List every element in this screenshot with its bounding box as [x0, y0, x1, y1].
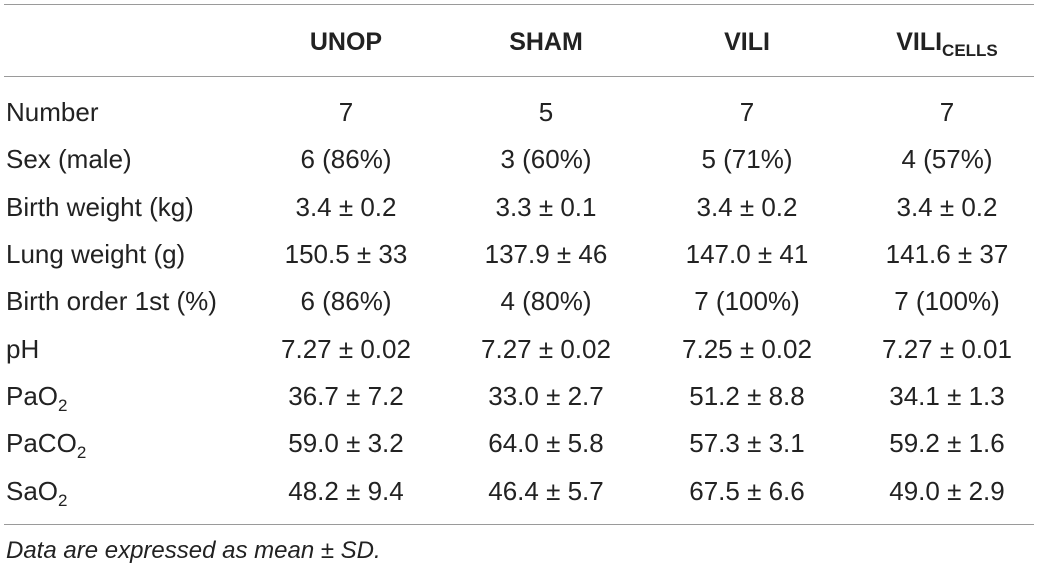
table-footnote: Data are expressed as mean ± SD. — [6, 537, 381, 564]
cell-vili: 67.5 ± 6.6 — [689, 476, 805, 506]
header-sham: SHAM — [509, 28, 583, 56]
row-label: Lung weight (g) — [6, 239, 186, 269]
cell-vili-cells: 34.1 ± 1.3 — [889, 381, 1005, 411]
header-vili-cells: VILICELLS — [847, 28, 1039, 60]
cell-unop: 48.2 ± 9.4 — [288, 476, 404, 506]
table-row: PaO2 36.7 ± 7.2 33.0 ± 2.7 51.2 ± 8.8 34… — [0, 381, 1039, 428]
cell-vili: 147.0 ± 41 — [685, 239, 809, 269]
cell-sham: 5 — [538, 97, 554, 127]
cell-sham: 3 (60%) — [500, 144, 592, 174]
cell-vili: 57.3 ± 3.1 — [689, 428, 805, 458]
top-rule — [4, 4, 1034, 5]
table-row: PaCO2 59.0 ± 3.2 64.0 ± 5.8 57.3 ± 3.1 5… — [0, 428, 1039, 475]
cell-vili-cells: 3.4 ± 0.2 — [896, 192, 998, 222]
cell-unop: 3.4 ± 0.2 — [295, 192, 397, 222]
cell-vili: 51.2 ± 8.8 — [689, 381, 805, 411]
cell-unop: 7 — [338, 97, 354, 127]
header-rule — [4, 76, 1034, 77]
cell-sham: 3.3 ± 0.1 — [495, 192, 597, 222]
row-label-base: PaO — [6, 381, 59, 411]
table-row: Sex (male) 6 (86%) 3 (60%) 5 (71%) 4 (57… — [0, 144, 1039, 191]
row-label: PaO2 — [6, 381, 68, 415]
cell-vili-cells: 59.2 ± 1.6 — [889, 428, 1005, 458]
cell-unop: 150.5 ± 33 — [284, 239, 408, 269]
table-row: Number 7 5 7 7 — [0, 97, 1039, 144]
row-label: SaO2 — [6, 476, 68, 510]
header-vili-cells-base: VILI — [896, 28, 943, 56]
table-row: Birth order 1st (%) 6 (86%) 4 (80%) 7 (1… — [0, 286, 1039, 333]
cell-vili-cells: 7.27 ± 0.01 — [882, 334, 1012, 364]
cell-vili: 7 (100%) — [694, 286, 800, 316]
cell-vili: 7 — [739, 97, 755, 127]
table-row: Lung weight (g) 150.5 ± 33 137.9 ± 46 14… — [0, 239, 1039, 286]
row-label-base: PaCO — [6, 428, 77, 458]
cell-vili-cells: 4 (57%) — [901, 144, 993, 174]
cell-unop: 59.0 ± 3.2 — [288, 428, 404, 458]
table-row: pH 7.27 ± 0.02 7.27 ± 0.02 7.25 ± 0.02 7… — [0, 334, 1039, 381]
row-label: pH — [6, 334, 40, 364]
row-label-sub: 2 — [58, 396, 68, 415]
cell-unop: 36.7 ± 7.2 — [288, 381, 404, 411]
table-row: SaO2 48.2 ± 9.4 46.4 ± 5.7 67.5 ± 6.6 49… — [0, 476, 1039, 523]
cell-sham: 137.9 ± 46 — [484, 239, 608, 269]
header-vili: VILI — [724, 28, 770, 56]
table-row: Birth weight (kg) 3.4 ± 0.2 3.3 ± 0.1 3.… — [0, 192, 1039, 239]
cell-vili: 5 (71%) — [701, 144, 793, 174]
cell-unop: 7.27 ± 0.02 — [281, 334, 411, 364]
cell-sham: 4 (80%) — [500, 286, 592, 316]
cell-vili-cells: 49.0 ± 2.9 — [889, 476, 1005, 506]
cell-unop: 6 (86%) — [300, 144, 392, 174]
row-label: Number — [6, 97, 99, 127]
row-label: Birth weight (kg) — [6, 192, 194, 222]
cell-vili: 3.4 ± 0.2 — [696, 192, 798, 222]
row-label-base: SaO — [6, 476, 59, 506]
row-label-sub: 2 — [58, 491, 68, 510]
cell-sham: 7.27 ± 0.02 — [481, 334, 611, 364]
cell-sham: 46.4 ± 5.7 — [488, 476, 604, 506]
row-label: PaCO2 — [6, 428, 87, 462]
row-label-sub: 2 — [76, 443, 87, 462]
row-label: Birth order 1st (%) — [6, 286, 217, 316]
cell-vili-cells: 7 — [939, 97, 955, 127]
cell-sham: 33.0 ± 2.7 — [488, 381, 604, 411]
cell-sham: 64.0 ± 5.8 — [488, 428, 604, 458]
row-label: Sex (male) — [6, 144, 132, 174]
header-vili-cells-sub: CELLS — [942, 41, 998, 60]
bottom-rule — [4, 524, 1034, 525]
cell-unop: 6 (86%) — [300, 286, 392, 316]
cell-vili: 7.25 ± 0.02 — [682, 334, 812, 364]
header-unop: UNOP — [309, 28, 383, 56]
cell-vili-cells: 7 (100%) — [894, 286, 1000, 316]
cell-vili-cells: 141.6 ± 37 — [885, 239, 1009, 269]
